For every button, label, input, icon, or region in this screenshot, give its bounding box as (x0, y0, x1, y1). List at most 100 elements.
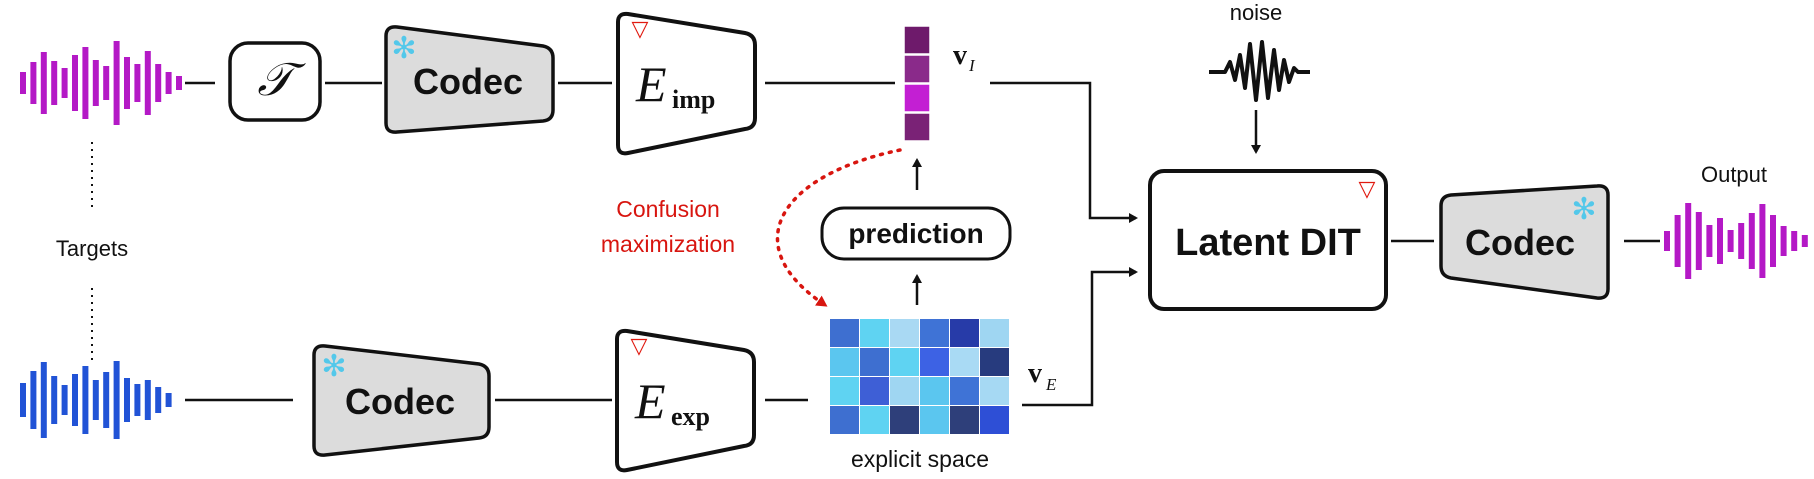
waveform-bar (103, 372, 110, 428)
waveform-bar (72, 55, 78, 111)
grid-cell (830, 319, 859, 347)
confusion-arrow (775, 148, 902, 307)
waveform-bar (155, 387, 162, 413)
trainable-marker-icon: ▽ (632, 16, 649, 41)
latent-dit-block: ▽ Latent DIT (1148, 169, 1388, 311)
waveform-bar (165, 393, 172, 407)
trainable-marker-icon: ▽ (1359, 176, 1376, 201)
waveform-bar (92, 380, 99, 420)
waveform-bar (1780, 226, 1787, 256)
trainable-marker-icon: ▽ (631, 333, 648, 358)
waveform-bar (20, 383, 26, 417)
codec-output-shape (1439, 184, 1610, 300)
waveform-bar (1727, 230, 1734, 252)
waveform-bar (61, 68, 68, 98)
snowflake-icon: ✻ (391, 32, 416, 65)
latent-dit-box (1148, 169, 1388, 311)
waveform-bar (1706, 225, 1713, 257)
waveform-bar (92, 60, 99, 106)
codec-bottom-block: Codec ✻ (312, 344, 491, 457)
snowflake-icon: ✻ (321, 350, 346, 383)
edge-vimp-to-dit (990, 81, 1138, 223)
waveform-bar (1748, 213, 1755, 269)
waveform-bar (1695, 212, 1702, 270)
grid-cell (920, 406, 949, 434)
grid-cell (860, 319, 889, 347)
connectors (185, 81, 1660, 407)
latent-dit-label: Latent DIT (1175, 222, 1361, 264)
target-waveform (20, 41, 182, 125)
confusion-label-line1: Confusion (616, 196, 720, 222)
waveform-bar (51, 376, 58, 424)
waveform-bar (1685, 203, 1692, 279)
grid-cell (890, 377, 919, 405)
grid-cell (830, 406, 859, 434)
transform-block: 𝒯 (228, 41, 322, 122)
codec-output-block: Codec ✻ (1439, 184, 1610, 300)
confusion-label-line2: maximization (601, 231, 735, 257)
grid-cell (890, 406, 919, 434)
codec-top-shape (384, 25, 555, 134)
waveform-bar (103, 66, 110, 100)
codec-top-block: Codec ✻ (384, 25, 555, 134)
codec-bottom-shape (312, 344, 491, 457)
vector-cell (903, 25, 931, 55)
grid-cell (830, 377, 859, 405)
waveform-bar (61, 385, 68, 415)
encoder-imp-block: ▽ E imp (616, 11, 757, 156)
grid-cell (920, 348, 949, 376)
waveform-bar (1770, 215, 1776, 267)
waveform-bar (124, 57, 130, 109)
grid-cell (890, 319, 919, 347)
vector-cell (903, 54, 931, 84)
waveform-bar (40, 52, 47, 114)
encoder-imp-subscript: imp (672, 85, 715, 114)
codec-top-label: Codec (413, 61, 523, 102)
prediction-label: prediction (848, 218, 983, 249)
grid-cell (950, 377, 979, 405)
waveform-bar (40, 362, 47, 438)
snowflake-icon: ✻ (1571, 193, 1596, 226)
grid-cell (980, 319, 1009, 347)
waveform-bar (1738, 223, 1745, 259)
waveform-bar (144, 380, 151, 420)
waveform-bar (165, 72, 172, 94)
encoder-exp-letter: E (634, 373, 666, 429)
output-waveform (1664, 203, 1808, 279)
waveform-bar (30, 371, 37, 429)
grid-cell (950, 406, 979, 434)
grid-cell (980, 348, 1009, 376)
waveform-bar (1791, 231, 1798, 251)
encoder-imp-letter: E (635, 56, 667, 112)
edge-vexp-to-dit (1022, 267, 1138, 407)
grid-cell (980, 406, 1009, 434)
waveform-bar (51, 61, 58, 105)
grid-cell (920, 377, 949, 405)
waveform-bar (144, 51, 151, 115)
waveform-bar (1801, 235, 1808, 247)
waveform-bar (82, 366, 89, 434)
targets-label: Targets (56, 236, 128, 261)
grid-cell (950, 348, 979, 376)
waveform-bar (1674, 215, 1681, 267)
grid-cell (950, 319, 979, 347)
implicit-vector (903, 25, 931, 142)
encoder-imp-shape (616, 11, 757, 156)
waveform-bar (176, 76, 182, 90)
grid-cell (860, 377, 889, 405)
grid-cell (860, 406, 889, 434)
explicit-space-grid (830, 319, 1009, 434)
vector-cell (903, 83, 931, 113)
grid-cell (890, 348, 919, 376)
vector-imp-symbol: v (953, 40, 967, 71)
encoder-exp-block: ▽ E exp (615, 328, 756, 473)
vector-cell (903, 112, 931, 142)
waveform-bar (72, 374, 78, 426)
waveform-bar (155, 64, 162, 102)
waveform-bar (1759, 204, 1766, 278)
waveform-bar (20, 72, 26, 94)
explicit-space-label: explicit space (851, 446, 989, 472)
codec-output-label: Codec (1465, 222, 1575, 263)
waveform-bar (1717, 218, 1723, 264)
